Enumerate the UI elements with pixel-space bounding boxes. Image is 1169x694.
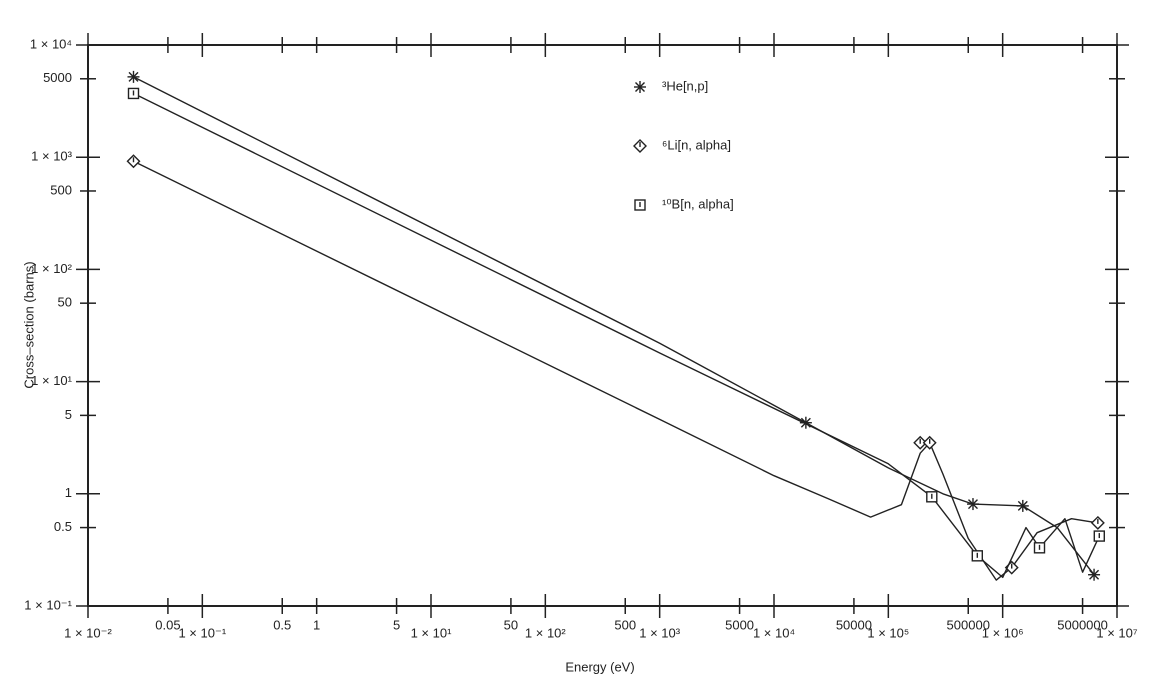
x-tick-label: 1 × 10⁶ [982,625,1024,640]
marker-part [1017,500,1028,511]
x-tick-label: 5000000 [1057,617,1108,632]
y-tick-label: 50 [58,295,72,310]
y-tick-label: 1 × 10² [31,261,73,276]
marker-part [128,71,139,82]
x-tick-label: 50 [504,617,518,632]
legend-label: ¹⁰B[n, alpha] [662,196,734,211]
x-tick-label: 0.5 [273,617,291,632]
x-tick-label: 1 × 10¹ [411,625,453,640]
series-line [133,160,1099,581]
marker-part [1089,569,1100,580]
y-tick-label: 1 × 10⁴ [30,36,72,51]
x-tick-label: 1 × 10⁷ [1096,625,1138,640]
y-tick-label: 1 [65,485,72,500]
marker [127,70,140,83]
marker [922,435,937,450]
y-tick-label: 5000 [43,70,72,85]
x-tick-label: 500 [614,617,636,632]
x-axis-label: Energy (eV) [565,659,634,674]
y-tick-label: 500 [50,182,72,197]
y-tick-label: 1 × 10¹ [31,373,73,388]
y-tick-label: 1 × 10³ [31,149,73,164]
x-tick-label: 0.05 [155,617,180,632]
series-line [133,76,1095,576]
marker [634,199,646,211]
marker [1090,515,1105,530]
marker-part [967,499,978,510]
y-tick-label: 0.5 [54,519,72,534]
y-axis-label: Cross–section (barns) [21,261,36,388]
marker [913,435,928,450]
marker [1033,542,1046,554]
x-tick-label: 1 × 10³ [639,625,681,640]
legend-label: ⁶Li[n, alpha] [662,137,731,152]
marker [971,550,984,562]
marker [634,81,646,93]
marker [1088,568,1101,581]
plot-frame [87,44,1118,607]
x-tick-label: 1 × 10⁻² [64,625,112,640]
series-line [133,92,1100,579]
x-tick-label: 1 × 10⁵ [867,625,909,640]
marker-part [800,417,811,428]
marker-part [635,82,645,92]
marker [926,491,938,503]
marker [1093,530,1105,542]
marker [1016,499,1029,512]
x-tick-label: 1 [313,617,320,632]
y-tick-label: 1 × 10⁻¹ [24,597,72,612]
legend-label: ³He[n,p] [662,78,708,93]
x-tick-label: 1 × 10² [525,625,567,640]
y-tick-label: 5 [65,407,72,422]
marker [633,139,647,153]
x-tick-label: 500000 [947,617,990,632]
x-tick-label: 1 × 10⁴ [753,625,795,640]
marker [799,416,812,429]
x-tick-label: 5000 [725,617,754,632]
marker [127,87,140,100]
x-tick-label: 5 [393,617,400,632]
marker [126,154,141,169]
marker [966,498,979,511]
x-tick-label: 50000 [836,617,872,632]
x-tick-label: 1 × 10⁻¹ [178,625,226,640]
